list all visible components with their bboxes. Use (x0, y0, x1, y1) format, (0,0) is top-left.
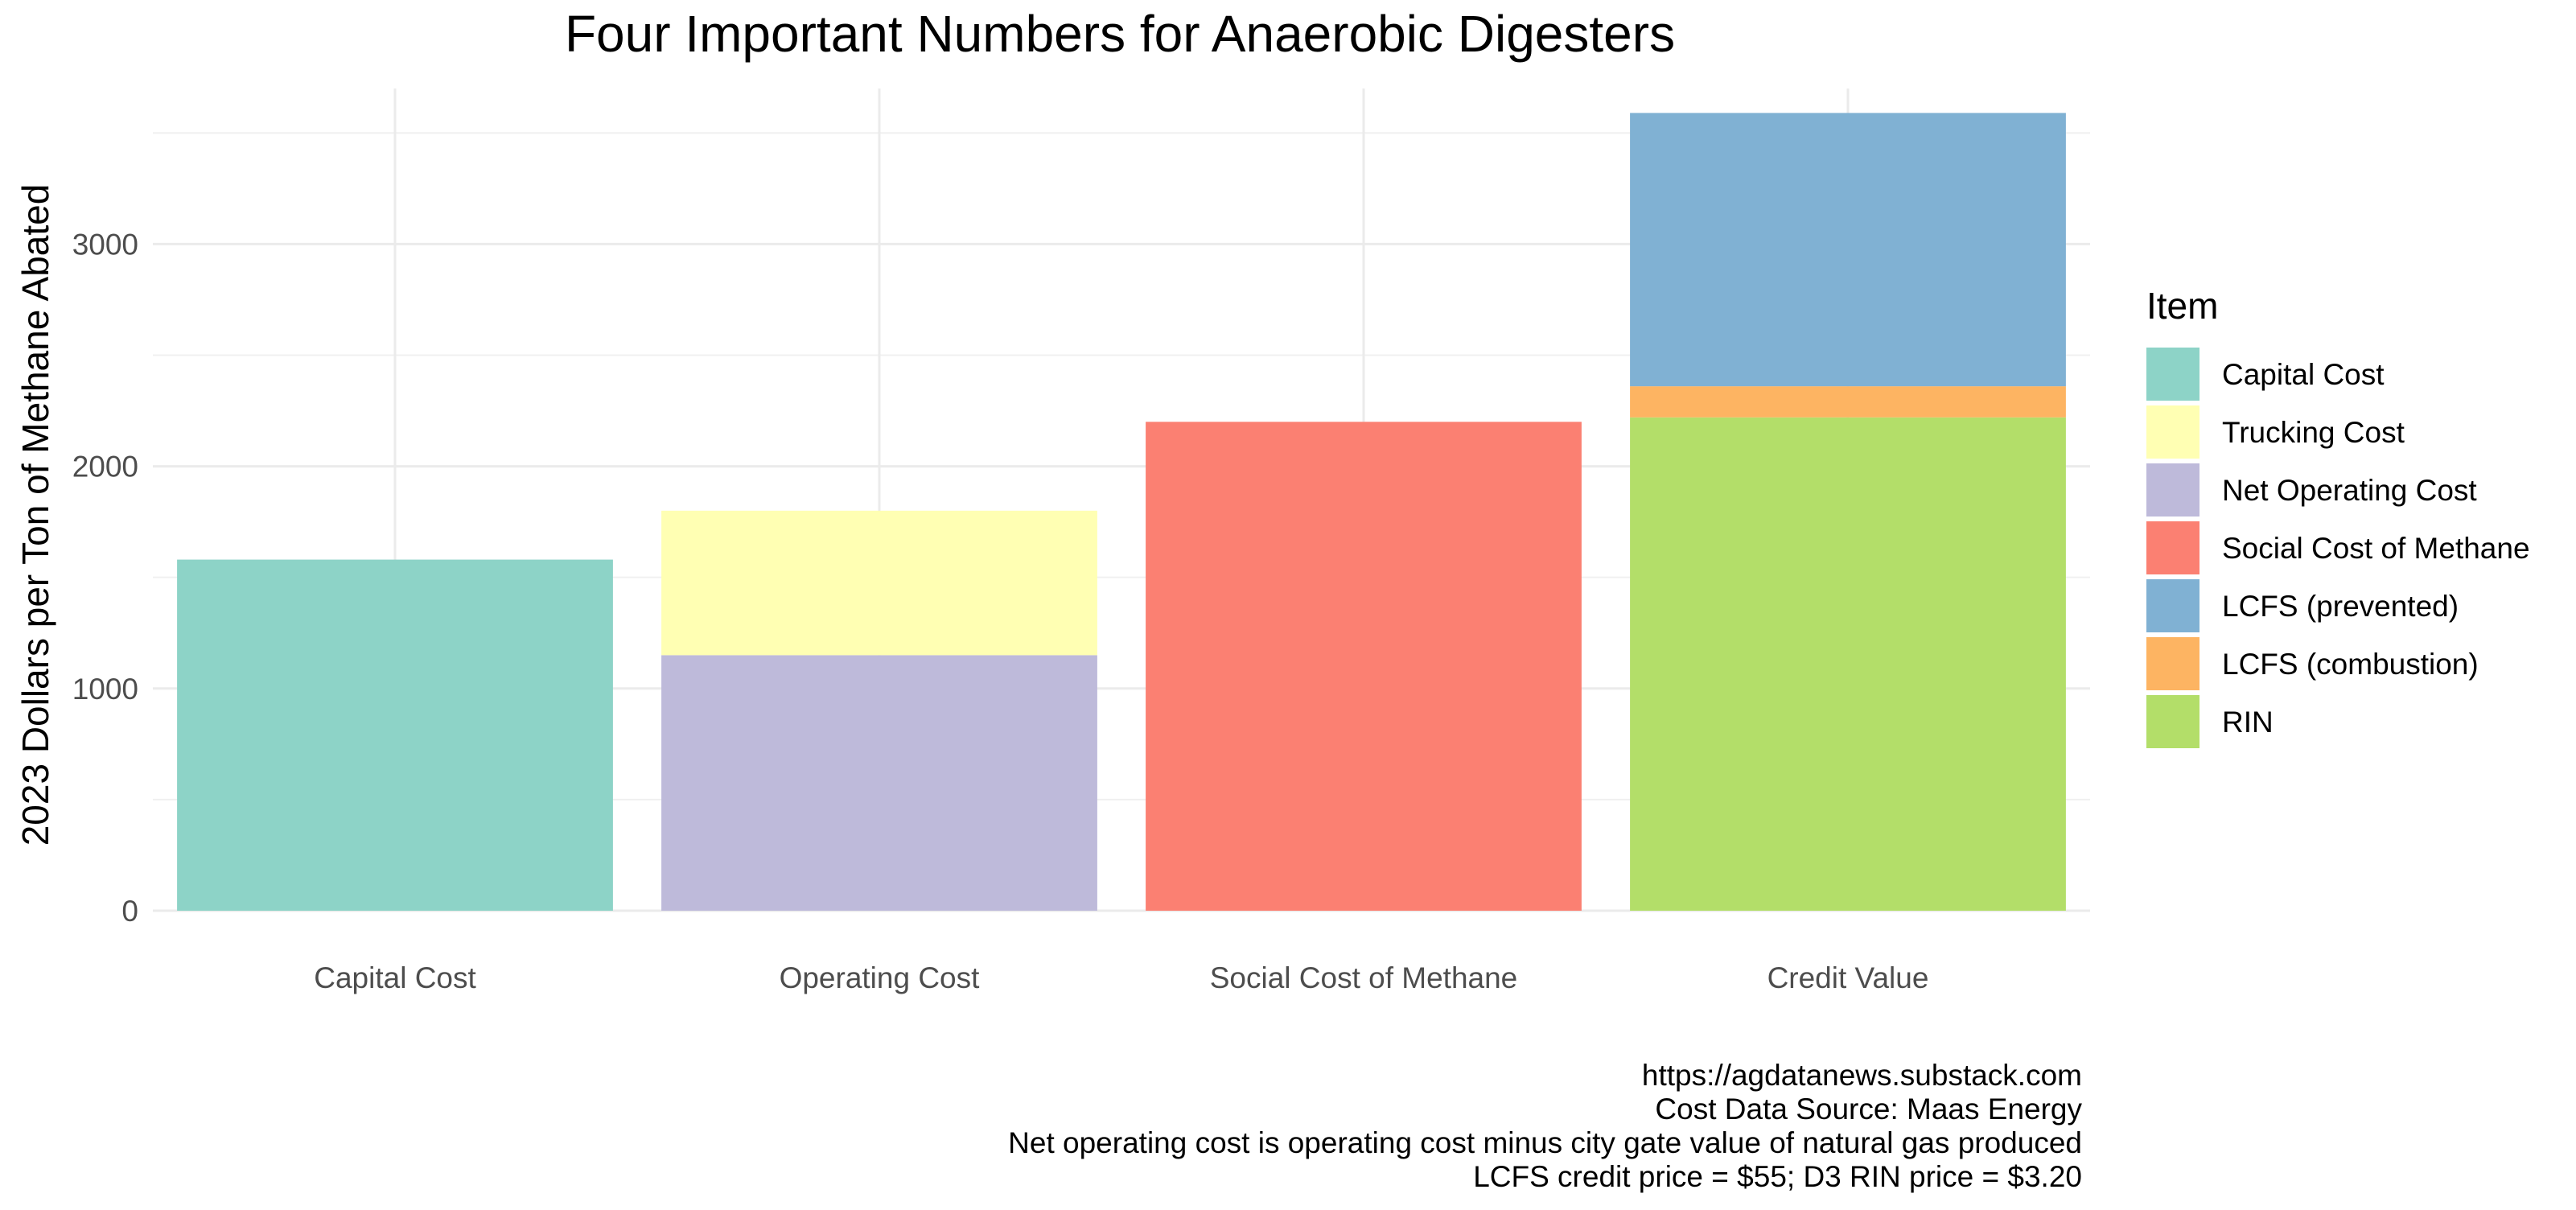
bar-segment (1630, 113, 2066, 387)
bar-segment (661, 510, 1097, 656)
bar-segment (1630, 417, 2066, 911)
bar-segment (177, 559, 613, 911)
legend: Item Capital Cost Trucking Cost Net Operat… (2146, 285, 2530, 748)
caption-note: Net operating cost is operating cost min… (1008, 1126, 2082, 1159)
caption-url: https://agdatanews.substack.com (1641, 1059, 2082, 1092)
x-tick-label: Credit Value (1767, 961, 1929, 994)
legend-label: Trucking Cost (2222, 416, 2405, 449)
x-tick-label: Capital Cost (314, 961, 476, 994)
bar-segment (661, 655, 1097, 911)
legend-label: Net Operating Cost (2222, 474, 2477, 507)
y-tick-label: 1000 (72, 673, 138, 706)
legend-label: LCFS (prevented) (2222, 590, 2459, 623)
legend-key (2146, 637, 2199, 690)
legend-key (2146, 405, 2199, 459)
bar-segment (1630, 386, 2066, 418)
bar-segment (1146, 422, 1582, 911)
legend-key (2146, 348, 2199, 401)
y-tick-label: 0 (121, 895, 138, 928)
legend-label: LCFS (combustion) (2222, 648, 2479, 681)
caption-source: Cost Data Source: Maas Energy (1655, 1093, 2082, 1126)
legend-label: RIN (2222, 706, 2274, 739)
legend-key (2146, 695, 2199, 748)
x-tick-label: Social Cost of Methane (1210, 961, 1518, 994)
axes: 0 1000 2000 3000 Capital Cost Operating Cost S… (72, 228, 1929, 994)
x-tick-label: Operating Cost (780, 961, 981, 994)
legend-label: Capital Cost (2222, 358, 2385, 391)
legend-key (2146, 521, 2199, 574)
chart-title: Four Important Numbers for Anaerobic Dig… (565, 5, 1675, 63)
bars (177, 113, 2066, 911)
legend-label: Social Cost of Methane (2222, 532, 2530, 565)
caption-prices: LCFS credit price = $55; D3 RIN price = … (1473, 1160, 2082, 1193)
legend-key (2146, 579, 2199, 632)
legend-title: Item (2146, 285, 2218, 327)
y-tick-label: 3000 (72, 228, 138, 261)
y-tick-label: 2000 (72, 451, 138, 484)
legend-key (2146, 463, 2199, 517)
y-axis-label: 2023 Dollars per Ton of Methane Abated (14, 184, 56, 846)
